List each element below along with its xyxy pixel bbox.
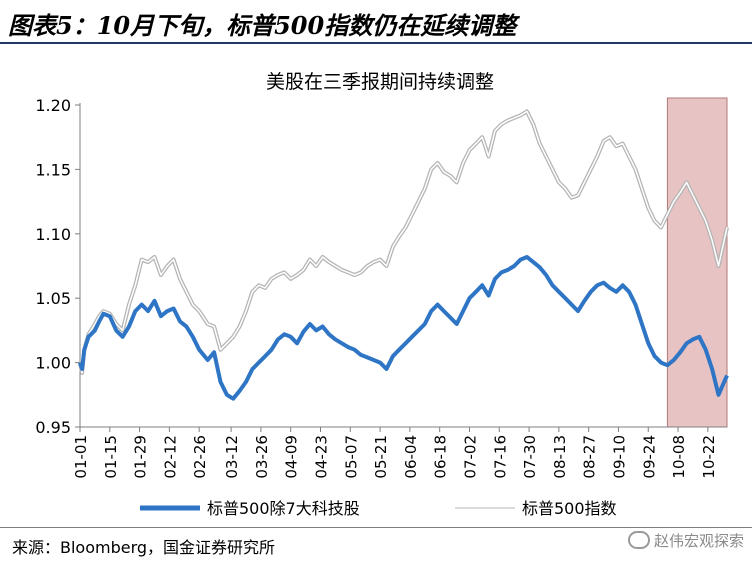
- x-tick-label: 03-26: [253, 435, 271, 479]
- series-line-spx: [79, 110, 728, 374]
- footer-rule: [0, 527, 752, 528]
- x-tick-label: 04-23: [312, 435, 330, 479]
- x-tick-label: 07-02: [461, 435, 479, 479]
- series-line-ex7: [78, 255, 729, 401]
- legend: 标普500除7大科技股 标普500指数: [140, 499, 617, 518]
- y-tick-label: 1.20: [35, 96, 71, 115]
- chart-title: 美股在三季报期间持续调整: [266, 71, 494, 93]
- watermark-text: 赵伟宏观探索: [653, 532, 744, 550]
- x-tick-label: 02-12: [161, 435, 179, 479]
- x-tick-label: 01-01: [72, 435, 90, 479]
- legend-label-spx: 标普500指数: [522, 499, 617, 518]
- x-tick-label: 09-24: [640, 435, 658, 479]
- source-note: 来源：Bloomberg，国金证券研究所: [12, 538, 276, 557]
- x-tick-label: 09-10: [610, 435, 628, 479]
- x-axis: 01-01 01-15 01-29 02-12 02-26 03-12 03-26 04-09…: [72, 426, 727, 479]
- x-tick-label: 06-04: [402, 435, 420, 479]
- series-lines: [78, 109, 729, 401]
- figure-title: 图表5：10月下旬，标普500指数仍在延续调整: [8, 11, 517, 40]
- series-line-spx-outline: [78, 109, 729, 375]
- y-axis: 0.95 1.00 1.05 1.10 1.15 1.20: [35, 96, 81, 437]
- legend-label-ex7: 标普500除7大科技股: [207, 499, 360, 518]
- wechat-icon: [627, 531, 650, 549]
- x-tick-label: 08-13: [551, 435, 569, 479]
- x-tick-label: 08-27: [581, 435, 599, 479]
- x-tick-label: 05-07: [342, 435, 360, 479]
- x-tick-label: 02-26: [191, 435, 209, 479]
- x-tick-label: 10-08: [670, 435, 688, 479]
- y-tick-label: 1.10: [35, 225, 71, 244]
- x-tick-label: 06-18: [432, 435, 450, 479]
- x-tick-label: 07-16: [491, 435, 509, 479]
- watermark: 赵伟宏观探索: [627, 530, 744, 551]
- y-tick-label: 1.15: [35, 160, 71, 179]
- x-tick-label: 01-15: [102, 435, 120, 479]
- title-rule: [0, 42, 752, 44]
- x-tick-label: 07-30: [521, 435, 539, 479]
- x-tick-label: 04-09: [283, 435, 301, 479]
- y-tick-label: 0.95: [35, 418, 71, 437]
- x-tick-label: 03-12: [223, 435, 241, 479]
- x-tick-label: 05-21: [372, 435, 390, 479]
- y-tick-label: 1.00: [35, 354, 71, 373]
- y-tick-label: 1.05: [35, 289, 71, 308]
- chart-canvas: 美股在三季报期间持续调整 0.95 1.00 1.05 1.10 1.15 1.20 01…: [35, 71, 729, 518]
- x-tick-label: 10-22: [700, 435, 718, 479]
- x-tick-label: 01-29: [132, 435, 150, 479]
